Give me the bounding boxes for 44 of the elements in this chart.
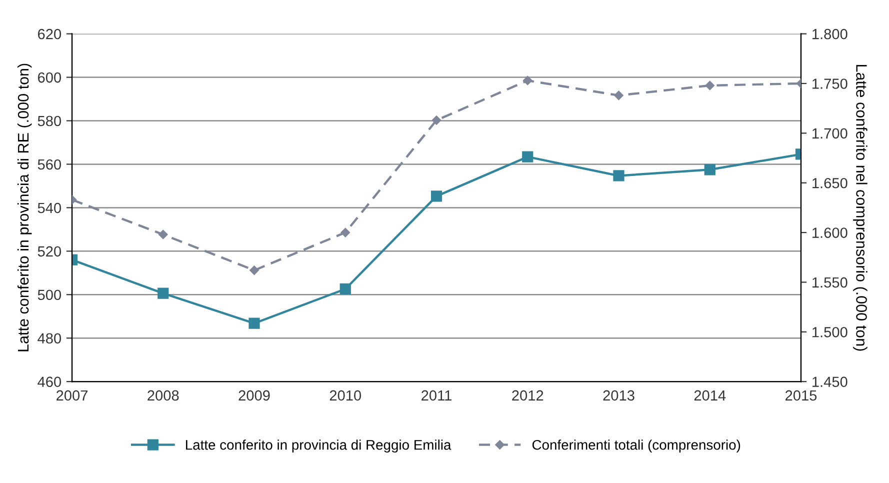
y-tick-label: 600	[38, 72, 62, 83]
point	[705, 80, 714, 90]
y2-tick-label: 1.550	[812, 277, 848, 288]
x-tick-label: 2012	[512, 390, 544, 401]
y2-tick-label: 1.650	[812, 178, 848, 188]
point	[430, 190, 442, 202]
y-axis-title: Latte conferito in provincia di RE (.000 ton)	[17, 64, 32, 352]
point	[340, 228, 350, 238]
point	[340, 283, 351, 295]
x-tick-label: 2008	[148, 390, 179, 401]
x-tick-label: 2009	[238, 390, 270, 401]
x-tick-label: 2013	[603, 390, 634, 401]
y2-tick-label: 1.750	[812, 78, 848, 89]
point	[432, 116, 442, 125]
y-tick-label: 520	[38, 246, 62, 257]
point	[704, 164, 716, 176]
y-tick-label: 580	[38, 116, 62, 126]
point	[250, 266, 259, 275]
y-tick-label: 500	[38, 290, 62, 300]
legend-label: Conferimenti totali (comprensorio)	[532, 440, 740, 453]
legend-label: Latte conferito in provincia di Reggio Emilia	[186, 440, 452, 453]
point	[614, 90, 624, 100]
point	[158, 230, 168, 240]
y2-tick-label: 1.450	[812, 376, 848, 387]
y-tick-label: 460	[38, 376, 62, 387]
point	[158, 288, 169, 299]
y-tick-label: 620	[38, 28, 62, 40]
x-tick-label: 2007	[56, 390, 88, 401]
point	[522, 76, 532, 86]
y2-tick-label: 1.600	[812, 228, 848, 238]
point	[248, 318, 260, 329]
x-tick-label: 2011	[422, 390, 452, 401]
y2-tick-label: 1.800	[812, 28, 848, 40]
y-tick-label: 480	[38, 333, 62, 344]
y2-tick-label: 1.500	[812, 326, 848, 338]
y2-axis-title: Latte conferito nel comprensorio (.000 ton)	[853, 65, 868, 351]
y2-tick-label: 1.700	[812, 128, 848, 139]
x-tick-label: 2015	[786, 390, 817, 401]
y-tick-label: 560	[38, 159, 62, 170]
y-tick-label: 540	[38, 202, 62, 214]
point	[613, 170, 624, 182]
x-tick-label: 2014	[694, 390, 726, 401]
x-tick-label: 2010	[330, 390, 362, 401]
point	[522, 151, 534, 162]
